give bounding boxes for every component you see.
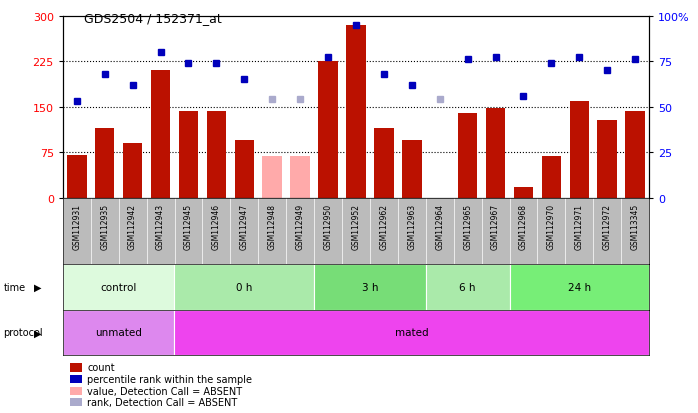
Text: GSM112949: GSM112949 xyxy=(296,204,304,249)
Bar xyxy=(318,62,338,198)
Text: GSM113345: GSM113345 xyxy=(631,204,639,250)
Text: 3 h: 3 h xyxy=(362,282,378,292)
Bar xyxy=(179,112,198,198)
Text: 24 h: 24 h xyxy=(567,282,591,292)
Text: GDS2504 / 152371_at: GDS2504 / 152371_at xyxy=(84,12,221,25)
Text: GSM112962: GSM112962 xyxy=(380,204,388,249)
Bar xyxy=(262,157,282,198)
Bar xyxy=(207,112,226,198)
Text: GSM112935: GSM112935 xyxy=(101,204,109,249)
Bar xyxy=(570,101,589,198)
Text: count: count xyxy=(87,363,115,373)
Text: 6 h: 6 h xyxy=(459,282,476,292)
Text: 0 h: 0 h xyxy=(236,282,253,292)
Text: GSM112965: GSM112965 xyxy=(463,204,472,249)
Text: ▶: ▶ xyxy=(34,328,41,337)
Bar xyxy=(402,141,422,198)
Text: percentile rank within the sample: percentile rank within the sample xyxy=(87,374,252,384)
Text: ▶: ▶ xyxy=(34,282,41,292)
Bar xyxy=(542,157,561,198)
Text: GSM112967: GSM112967 xyxy=(491,204,500,249)
Text: unmated: unmated xyxy=(95,328,142,337)
Text: GSM112942: GSM112942 xyxy=(128,204,137,249)
Text: GSM112948: GSM112948 xyxy=(268,204,276,249)
Text: GSM112971: GSM112971 xyxy=(575,204,584,249)
Bar xyxy=(426,264,510,310)
Bar xyxy=(486,109,505,198)
Text: rank, Detection Call = ABSENT: rank, Detection Call = ABSENT xyxy=(87,397,237,407)
Bar xyxy=(514,188,533,198)
Text: GSM112963: GSM112963 xyxy=(408,204,416,249)
Bar xyxy=(67,156,87,198)
Bar xyxy=(458,114,477,198)
Bar xyxy=(151,71,170,198)
Text: GSM112972: GSM112972 xyxy=(603,204,611,249)
Bar xyxy=(597,121,617,198)
Bar xyxy=(510,264,649,310)
Text: GSM112964: GSM112964 xyxy=(436,204,444,249)
Bar xyxy=(625,112,645,198)
Text: GSM112968: GSM112968 xyxy=(519,204,528,249)
Text: GSM112945: GSM112945 xyxy=(184,204,193,249)
Text: GSM112943: GSM112943 xyxy=(156,204,165,249)
Bar xyxy=(314,264,426,310)
Text: GSM112950: GSM112950 xyxy=(324,204,332,249)
Text: control: control xyxy=(101,282,137,292)
Bar xyxy=(174,264,314,310)
Bar xyxy=(290,157,310,198)
Text: time: time xyxy=(3,282,26,292)
Text: GSM112946: GSM112946 xyxy=(212,204,221,249)
Text: protocol: protocol xyxy=(3,328,43,337)
Bar xyxy=(95,128,114,198)
Text: GSM112952: GSM112952 xyxy=(352,204,360,249)
Bar xyxy=(63,310,174,355)
Bar xyxy=(63,264,174,310)
Bar xyxy=(374,128,394,198)
Text: value, Detection Call = ABSENT: value, Detection Call = ABSENT xyxy=(87,386,242,396)
Text: GSM112970: GSM112970 xyxy=(547,204,556,249)
Bar xyxy=(123,144,142,198)
Bar xyxy=(235,141,254,198)
Bar xyxy=(346,26,366,198)
Text: GSM112931: GSM112931 xyxy=(73,204,81,249)
Text: mated: mated xyxy=(395,328,429,337)
Bar xyxy=(174,310,649,355)
Text: GSM112947: GSM112947 xyxy=(240,204,248,249)
